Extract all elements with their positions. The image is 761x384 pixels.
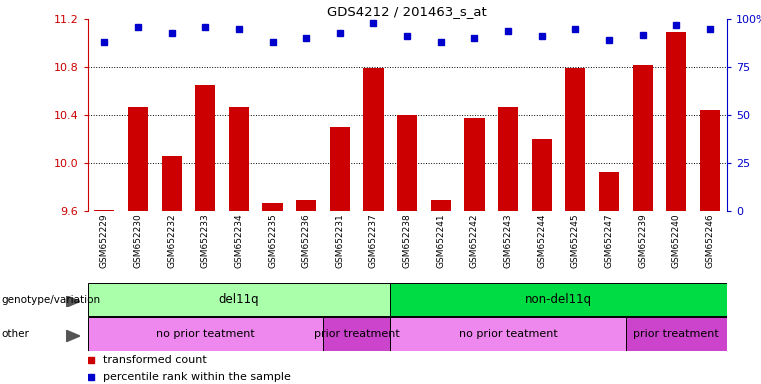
Bar — [128, 107, 148, 211]
Text: GSM652247: GSM652247 — [604, 214, 613, 268]
Text: GSM652235: GSM652235 — [268, 214, 277, 268]
Bar — [626, 318, 727, 351]
Text: GSM652237: GSM652237 — [369, 214, 378, 268]
Bar — [532, 139, 552, 211]
Text: GSM652243: GSM652243 — [504, 214, 513, 268]
Bar — [161, 156, 182, 211]
Text: GSM652239: GSM652239 — [638, 214, 647, 268]
Title: GDS4212 / 201463_s_at: GDS4212 / 201463_s_at — [327, 5, 487, 18]
Bar — [364, 68, 384, 211]
Text: no prior teatment: no prior teatment — [459, 329, 558, 339]
Text: GSM652246: GSM652246 — [705, 214, 715, 268]
Text: GSM652240: GSM652240 — [672, 214, 681, 268]
Text: prior treatment: prior treatment — [314, 329, 400, 339]
Bar — [431, 200, 451, 211]
Text: transformed count: transformed count — [103, 356, 207, 366]
Bar — [88, 318, 323, 351]
Text: del11q: del11q — [218, 293, 260, 306]
Text: GSM652229: GSM652229 — [100, 214, 109, 268]
Bar — [397, 115, 417, 211]
Text: GSM652230: GSM652230 — [133, 214, 142, 268]
Bar — [632, 65, 653, 211]
Polygon shape — [66, 296, 80, 307]
Bar — [599, 172, 619, 211]
Bar — [565, 68, 585, 211]
Bar — [700, 111, 720, 211]
Bar — [296, 200, 317, 211]
Text: other: other — [2, 329, 30, 339]
Text: percentile rank within the sample: percentile rank within the sample — [103, 372, 291, 382]
Bar — [464, 118, 485, 211]
Polygon shape — [66, 330, 80, 342]
Bar — [88, 283, 390, 316]
Text: GSM652241: GSM652241 — [436, 214, 445, 268]
Text: GSM652231: GSM652231 — [336, 214, 344, 268]
Text: prior treatment: prior treatment — [633, 329, 719, 339]
Text: GSM652233: GSM652233 — [201, 214, 210, 268]
Text: GSM652245: GSM652245 — [571, 214, 580, 268]
Bar — [263, 203, 282, 211]
Text: GSM652234: GSM652234 — [234, 214, 244, 268]
Bar — [229, 107, 249, 211]
Bar — [330, 127, 350, 211]
Bar — [195, 85, 215, 211]
Text: GSM652238: GSM652238 — [403, 214, 412, 268]
Text: GSM652244: GSM652244 — [537, 214, 546, 268]
Bar — [666, 32, 686, 211]
Bar — [323, 318, 390, 351]
Bar — [390, 283, 727, 316]
Text: no prior teatment: no prior teatment — [156, 329, 255, 339]
Text: non-del11q: non-del11q — [525, 293, 592, 306]
Bar — [390, 318, 626, 351]
Text: GSM652242: GSM652242 — [470, 214, 479, 268]
Bar — [94, 210, 114, 211]
Bar — [498, 107, 518, 211]
Text: GSM652232: GSM652232 — [167, 214, 176, 268]
Text: genotype/variation: genotype/variation — [2, 295, 100, 305]
Text: GSM652236: GSM652236 — [301, 214, 310, 268]
